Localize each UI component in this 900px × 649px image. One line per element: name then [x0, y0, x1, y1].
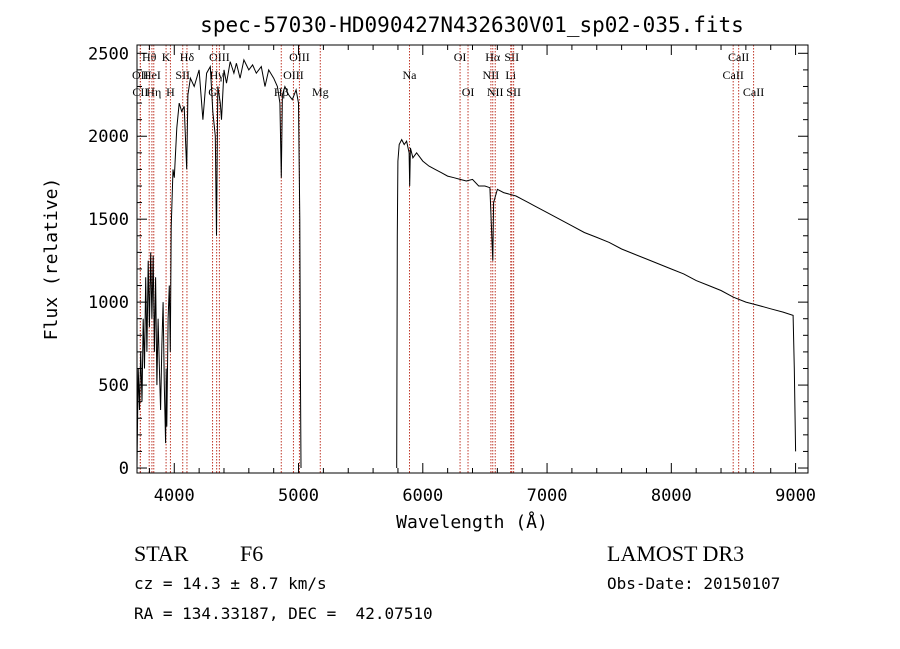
line-label-0: Hθ — [142, 50, 157, 64]
line-label-18: OI — [462, 85, 475, 99]
y-tick-label-1000: 1000 — [88, 293, 129, 313]
line-label-6: SII — [175, 68, 190, 82]
chart-title: spec-57030-HD090427N432630V01_sp02-035.f… — [200, 13, 744, 37]
line-label-21: NII — [487, 85, 504, 99]
line-label-22: SII — [504, 50, 519, 64]
observation-date: Obs-Date: 20150107 — [607, 574, 781, 593]
line-label-4: Hη — [146, 85, 161, 99]
object-subclass: F6 — [240, 541, 264, 566]
line-label-2: CII — [132, 85, 148, 99]
x-axis-label: Wavelength (Å) — [396, 511, 548, 533]
line-label-15: Mg — [312, 85, 329, 99]
line-label-7: H — [166, 85, 175, 99]
y-tick-label-1500: 1500 — [88, 210, 129, 230]
y-tick-label-2000: 2000 — [88, 127, 129, 147]
line-label-17: OI — [454, 50, 467, 64]
object-class: STAR — [134, 541, 189, 566]
x-tick-label-7000: 7000 — [527, 486, 568, 506]
line-label-12: Hβ — [274, 85, 289, 99]
line-label-16: Na — [403, 68, 418, 82]
line-label-14: OIII — [289, 50, 310, 64]
line-label-11: G — [208, 85, 217, 99]
x-tick-label-5000: 5000 — [278, 486, 319, 506]
y-tick-label-500: 500 — [98, 376, 129, 396]
x-tick-label-8000: 8000 — [651, 486, 692, 506]
y-tick-label-2500: 2500 — [88, 44, 129, 64]
x-tick-label-6000: 6000 — [402, 486, 443, 506]
line-label-8: Hδ — [180, 50, 195, 64]
x-tick-label-9000: 9000 — [775, 486, 816, 506]
series-spectrum-blue — [136, 58, 302, 469]
line-label-9: OIII — [209, 50, 230, 64]
line-label-19: Hα — [485, 50, 501, 64]
line-label-27: CaII — [743, 85, 764, 99]
plot-frame — [136, 44, 809, 474]
line-label-3: HeI — [143, 68, 161, 82]
axis-ticks: 4000 5000 6000 7000 8000 9000 0 500 1000 1500 2000… — [88, 44, 816, 506]
redshift-value: cz = 14.3 ± 8.7 km/s — [134, 574, 327, 593]
plot-area — [136, 58, 797, 469]
x-tick-label-4000: 4000 — [154, 486, 195, 506]
line-label-25: CaII — [728, 50, 749, 64]
line-label-24: SII — [506, 85, 521, 99]
line-label-10: Hγ — [210, 68, 225, 82]
series-spectrum-red — [396, 138, 797, 469]
coordinates: RA = 134.33187, DEC = 42.07510 — [134, 604, 433, 623]
line-label-5: K — [162, 50, 171, 64]
line-label-23: Li — [505, 68, 516, 82]
y-tick-label-0: 0 — [119, 459, 129, 479]
line-label-20: NII — [483, 68, 500, 82]
line-label-13: OIII — [283, 68, 304, 82]
y-axis-label: Flux (relative) — [41, 178, 62, 341]
line-label-26: CaII — [723, 68, 744, 82]
survey-name: LAMOST DR3 — [607, 541, 745, 566]
